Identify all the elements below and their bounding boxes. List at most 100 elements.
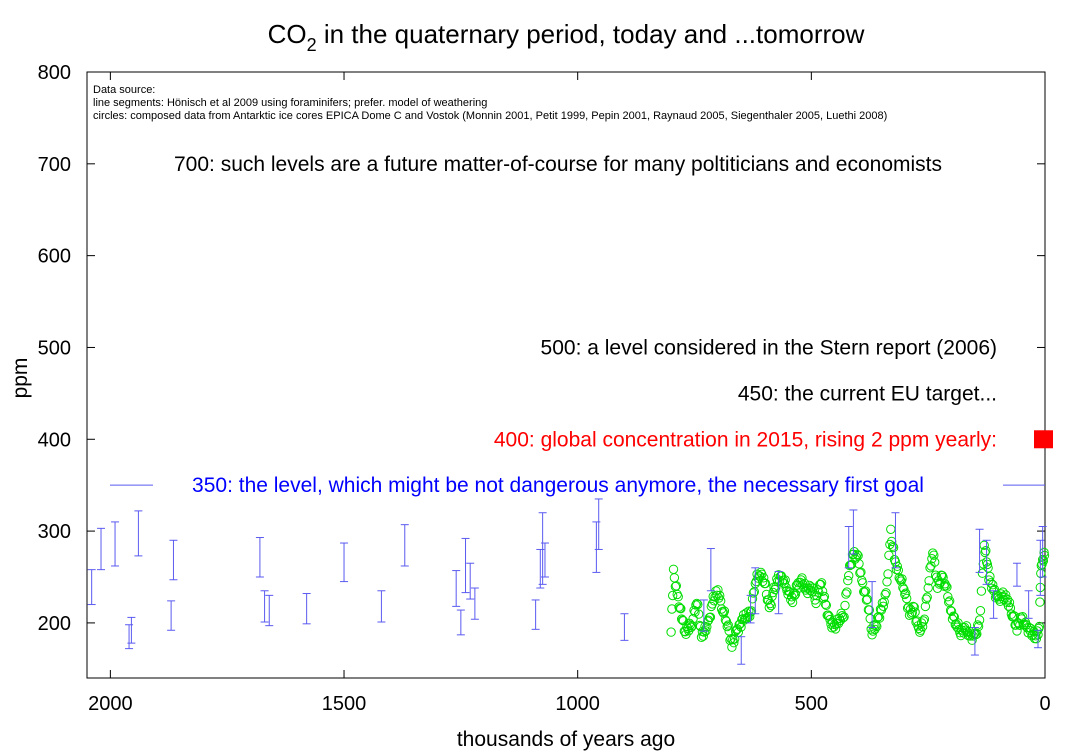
ice-core-point bbox=[943, 592, 953, 602]
ice-core-point bbox=[915, 627, 925, 637]
errorbar bbox=[456, 609, 465, 636]
ice-core-point bbox=[892, 561, 902, 571]
annotations: 700: such levels are a future matter-of-… bbox=[110, 153, 1053, 497]
ice-core-point bbox=[998, 587, 1008, 597]
ice-core-point bbox=[830, 624, 841, 634]
ice-core-point bbox=[1002, 595, 1013, 605]
ice-core-point bbox=[922, 592, 932, 602]
ice-core-point bbox=[718, 608, 729, 618]
ice-core-point bbox=[838, 613, 848, 623]
errorbar bbox=[265, 594, 274, 627]
ice-core-point bbox=[816, 579, 826, 590]
errorbar bbox=[868, 581, 877, 628]
ice-core-point bbox=[973, 621, 984, 632]
ice-core-point bbox=[981, 546, 991, 556]
errorbar bbox=[594, 498, 603, 550]
ice-core-point bbox=[929, 550, 939, 560]
errorbar bbox=[774, 570, 783, 615]
y-axis-label: ppm bbox=[9, 358, 32, 399]
x-tick-label: 0 bbox=[1039, 693, 1050, 715]
errorbar bbox=[1012, 562, 1021, 587]
ice-core-point bbox=[720, 615, 731, 625]
ice-core-point bbox=[787, 597, 798, 608]
source-line: line segments: Hönisch et al 2009 using … bbox=[93, 97, 487, 109]
ice-core-point bbox=[764, 602, 774, 613]
errorbar bbox=[849, 509, 858, 555]
ice-core-point bbox=[921, 594, 931, 604]
ice-core-point bbox=[880, 589, 890, 600]
marker-2015 bbox=[1034, 430, 1053, 449]
ice-core-point bbox=[861, 595, 872, 605]
ice-core-point bbox=[920, 601, 931, 612]
ice-core-point bbox=[666, 627, 676, 637]
errorbar bbox=[982, 539, 991, 585]
ice-core-point bbox=[867, 630, 877, 640]
ice-core-point bbox=[907, 607, 917, 618]
ice-core-point bbox=[780, 575, 790, 585]
source-line: circles: composed data from Antarktic ic… bbox=[93, 110, 887, 122]
ice-core-point bbox=[789, 590, 800, 601]
x-tick-label: 1500 bbox=[322, 693, 367, 715]
ice-core-point bbox=[893, 565, 903, 575]
x-tick-label: 2000 bbox=[88, 693, 133, 715]
ice-core-point bbox=[681, 629, 691, 639]
y-tick-label: 800 bbox=[38, 62, 71, 84]
ice-core-point bbox=[917, 622, 928, 632]
ice-core-point bbox=[975, 606, 986, 616]
y-tick-label: 700 bbox=[38, 154, 71, 176]
source-line: Data source: bbox=[93, 84, 155, 96]
ice-core-point bbox=[722, 621, 732, 632]
ice-core-point bbox=[908, 601, 918, 612]
errorbar bbox=[706, 548, 715, 592]
ice-core-point bbox=[878, 601, 888, 611]
errorbar bbox=[975, 528, 984, 573]
ice-core-point bbox=[766, 600, 776, 611]
ice-core-point bbox=[855, 568, 865, 578]
ice-core-point bbox=[845, 560, 855, 571]
ice-core-point bbox=[719, 606, 730, 616]
ice-core-point bbox=[756, 567, 766, 578]
ice-core-point bbox=[760, 578, 771, 589]
errorbar bbox=[97, 527, 106, 571]
errorbar bbox=[891, 512, 900, 569]
ice-core-point bbox=[875, 604, 886, 614]
errorbar bbox=[466, 562, 475, 600]
errorbar bbox=[1024, 590, 1033, 619]
ice-core-point bbox=[1031, 634, 1042, 644]
errorbar bbox=[260, 590, 269, 623]
ice-core-point bbox=[923, 583, 933, 593]
ice-core-point bbox=[797, 573, 807, 583]
ice-core-point bbox=[693, 599, 703, 610]
annotation-450: 450: the current EU target... bbox=[738, 382, 997, 405]
ice-core-point bbox=[883, 569, 893, 579]
annotation-500: 500: a level considered in the Stern rep… bbox=[541, 336, 997, 359]
ice-core-point bbox=[821, 600, 831, 610]
ice-core-point bbox=[983, 563, 993, 573]
y-tick-label: 200 bbox=[38, 613, 71, 635]
ice-core-point bbox=[668, 590, 678, 601]
ice-core-point bbox=[668, 564, 679, 574]
ice-core-point bbox=[1036, 560, 1047, 571]
ice-core-point bbox=[971, 629, 981, 640]
errorbar bbox=[377, 590, 386, 623]
ice-core-point bbox=[945, 596, 955, 606]
ice-core-point bbox=[873, 611, 884, 622]
ice-core-point bbox=[839, 612, 849, 622]
errorbar bbox=[540, 542, 549, 578]
ice-core-point bbox=[715, 590, 725, 601]
ice-core-point bbox=[910, 607, 920, 617]
ice-core-point bbox=[748, 588, 759, 598]
errorbar bbox=[461, 537, 470, 594]
ice-core-point bbox=[872, 621, 882, 632]
ice-core-point bbox=[858, 578, 868, 588]
errorbar bbox=[302, 593, 311, 625]
errorbar bbox=[111, 521, 120, 567]
ice-core-point bbox=[744, 606, 754, 616]
ice-core-point bbox=[820, 599, 831, 609]
annotation-700: 700: such levels are a future matter-of-… bbox=[174, 153, 942, 176]
ice-core-point bbox=[1032, 626, 1042, 636]
ice-core-point bbox=[669, 573, 680, 583]
errorbar bbox=[699, 599, 708, 632]
ice-core-point bbox=[823, 610, 833, 620]
annotation-350: 350: the level, which might be not dange… bbox=[192, 474, 924, 497]
